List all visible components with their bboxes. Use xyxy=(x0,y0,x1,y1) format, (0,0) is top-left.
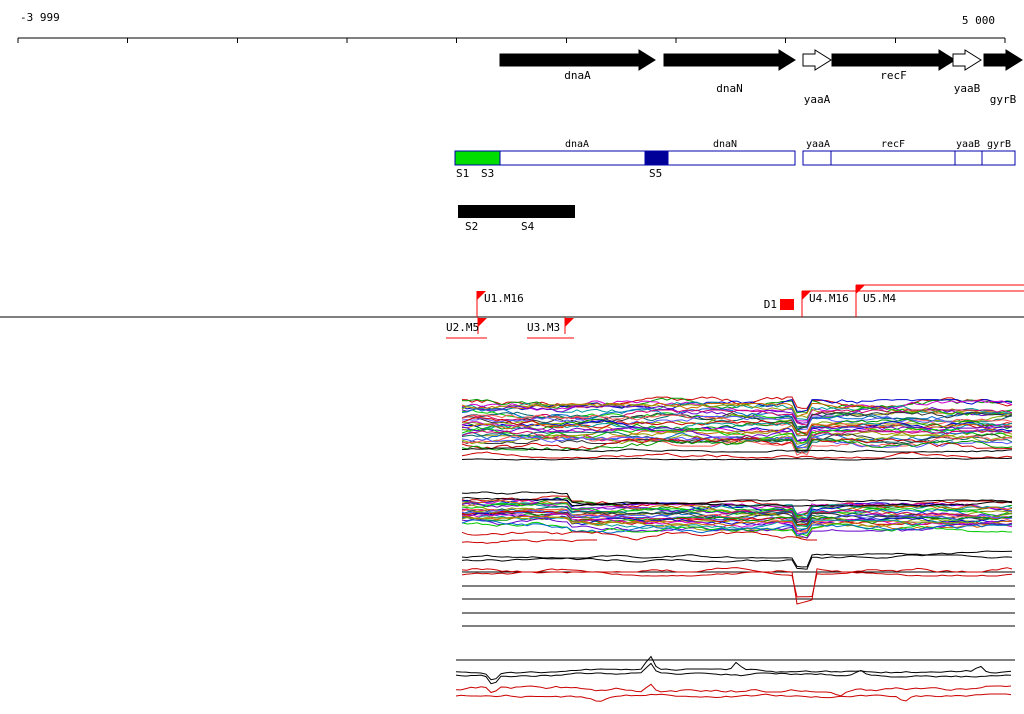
gene-arrow-dnaA[interactable] xyxy=(499,49,656,71)
gene-arrow-dnaN[interactable] xyxy=(663,49,796,71)
expression-series xyxy=(461,491,1013,505)
segment-track: dnaA dnaN yaaA recF yaaB gyrB S1 S3 S5 xyxy=(454,139,1016,180)
ruler-track xyxy=(17,37,1006,43)
expression-series xyxy=(461,503,1013,519)
expression-series xyxy=(461,418,1013,436)
expression-panel-3 xyxy=(461,550,1015,627)
expression-series xyxy=(461,519,1012,536)
expression-series xyxy=(461,421,1013,443)
segment-bar[interactable] xyxy=(458,205,575,218)
segment-label-S5: S5 xyxy=(649,167,662,180)
gene-label-dnaA: dnaA xyxy=(564,69,591,82)
gene-label-yaaB: yaaB xyxy=(954,82,981,95)
segment-S5[interactable] xyxy=(644,150,669,166)
expression-series xyxy=(461,419,1012,441)
gene-label-gyrB: gyrB xyxy=(990,93,1017,106)
expression-panel-2 xyxy=(461,491,1013,544)
expression-series xyxy=(461,501,1013,517)
expression-series xyxy=(461,517,1013,539)
expression-series xyxy=(461,411,1013,428)
marker-label-U1.M16: U1.M16 xyxy=(484,292,524,305)
ruler-end-label: 5 000 xyxy=(962,14,995,27)
ruler-start-label: -3 999 xyxy=(20,11,60,24)
gene-track: dnaA dnaN yaaA recF yaaB gyrB xyxy=(499,49,1023,106)
expression-series xyxy=(461,447,1013,453)
region-label-dnaA: dnaA xyxy=(565,139,589,150)
gene-arrow-gyrB[interactable] xyxy=(983,49,1023,71)
expression-series xyxy=(461,415,1013,432)
marker-box-D1[interactable] xyxy=(780,299,794,310)
region-label-dnaN: dnaN xyxy=(713,139,737,150)
expression-series xyxy=(455,655,1012,681)
expression-series xyxy=(461,496,1013,507)
segment-label-S1: S1 xyxy=(456,167,469,180)
gene-label-dnaN: dnaN xyxy=(716,82,743,95)
gene-label-recF: recF xyxy=(880,69,907,82)
segment-S1-S3[interactable] xyxy=(454,150,501,166)
region-strip[interactable] xyxy=(802,150,1016,166)
expression-series xyxy=(455,683,1012,697)
expression-series xyxy=(461,497,1013,520)
gene-arrow-yaaA[interactable] xyxy=(802,49,832,71)
expression-series xyxy=(461,457,1013,461)
expression-series xyxy=(455,662,1012,685)
expression-series xyxy=(461,451,1013,459)
segment-label-S2: S2 xyxy=(465,220,478,233)
black-bar-track: S2 S4 xyxy=(458,205,575,233)
expression-series xyxy=(461,427,1013,444)
gene-label-yaaA: yaaA xyxy=(804,93,831,106)
marker-flag-U5.M4[interactable] xyxy=(856,285,865,294)
marker-label-D1: D1 xyxy=(764,298,777,311)
marker-flag-U1.M16[interactable] xyxy=(477,291,486,300)
expression-panel-4 xyxy=(455,655,1015,702)
expression-series xyxy=(461,436,1013,449)
expression-series xyxy=(461,431,1013,453)
expression-series xyxy=(461,554,1013,570)
marker-label-U5.M4: U5.M4 xyxy=(863,292,896,305)
marker-flag-U3.M3[interactable] xyxy=(565,318,574,327)
segment-label-S4: S4 xyxy=(521,220,535,233)
expression-series xyxy=(461,513,1013,534)
gene-arrow-yaaB[interactable] xyxy=(952,49,982,71)
expression-series xyxy=(461,508,1013,531)
expression-panel-1 xyxy=(461,396,1013,461)
expression-series xyxy=(461,495,1013,517)
marker-flag-U4.M16[interactable] xyxy=(802,291,811,300)
marker-flag-U2.M5[interactable] xyxy=(478,318,487,327)
expression-series xyxy=(461,521,1013,537)
expression-series xyxy=(461,423,1013,437)
expression-series xyxy=(461,571,1013,598)
expression-series xyxy=(461,531,817,541)
expression-series xyxy=(461,438,1013,452)
region-label-gyrB: gyrB xyxy=(987,139,1011,150)
gene-arrow-recF[interactable] xyxy=(831,49,956,71)
marker-label-U3.M3: U3.M3 xyxy=(527,321,560,334)
segment-label-S3: S3 xyxy=(481,167,494,180)
marker-label-U4.M16: U4.M16 xyxy=(809,292,849,305)
region-label-yaaB: yaaB xyxy=(956,139,980,150)
expression-series xyxy=(461,430,1013,450)
marker-track: U1.M16 U4.M16 U5.M4 U2.M5 U3.M3 D1 xyxy=(0,284,1024,339)
expression-series xyxy=(461,567,1013,605)
region-label-recF: recF xyxy=(881,139,905,150)
expression-series xyxy=(461,515,1013,530)
marker-label-U2.M5: U2.M5 xyxy=(446,321,479,334)
region-label-yaaA: yaaA xyxy=(806,139,830,150)
expression-series xyxy=(461,496,1013,516)
expression-series xyxy=(461,539,597,544)
expression-series xyxy=(455,693,1012,702)
expression-series xyxy=(461,550,1013,568)
region-strip[interactable] xyxy=(454,150,796,166)
